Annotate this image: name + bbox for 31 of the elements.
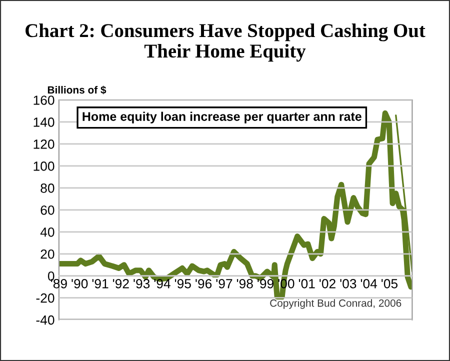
x-tick-label: '92 [112, 279, 129, 288]
x-tick-label: '95 [174, 279, 191, 288]
y-tick-label: 60 [40, 205, 54, 215]
x-tick-label: '91 [92, 279, 108, 288]
annotation: Home equity loan increase per quarter ann rate [82, 112, 362, 124]
x-tick-label: '89 [51, 279, 67, 288]
x-tick-label: '01 [298, 279, 315, 288]
y-tick-label: 20 [40, 249, 54, 259]
annotation: Copyright Bud Conrad, 2006 [270, 299, 402, 309]
x-tick-label: '96 [196, 279, 212, 288]
x-tick-label: '99 [258, 279, 274, 288]
chart-title: Chart 2: Consumers Have Stopped Cashing Out Their Home Equity [26, 23, 426, 62]
y-tick-label: 100 [34, 162, 54, 171]
x-tick-label: '94 [154, 279, 170, 288]
y-tick-label: 140 [34, 118, 54, 127]
y-axis-title: Billions of $ [48, 86, 106, 94]
x-tick-label: '05 [382, 279, 398, 288]
y-tick-label: -40 [36, 315, 54, 325]
x-tick-label: '02 [320, 279, 336, 288]
x-tick-label: '90 [72, 279, 88, 288]
y-tick-label: 0 [48, 271, 54, 281]
x-tick-label: '03 [340, 279, 356, 288]
y-tick-label: -20 [36, 293, 54, 303]
x-tick-label: '97 [216, 279, 232, 288]
x-tick-label: '98 [236, 279, 253, 288]
x-tick-label: '93 [134, 279, 150, 288]
y-tick-label: 40 [40, 227, 54, 237]
y-tick-label: 120 [34, 140, 54, 149]
x-tick-label: '04 [360, 279, 378, 288]
y-tick-label: 80 [40, 184, 54, 193]
y-tick-label: 160 [34, 96, 54, 105]
